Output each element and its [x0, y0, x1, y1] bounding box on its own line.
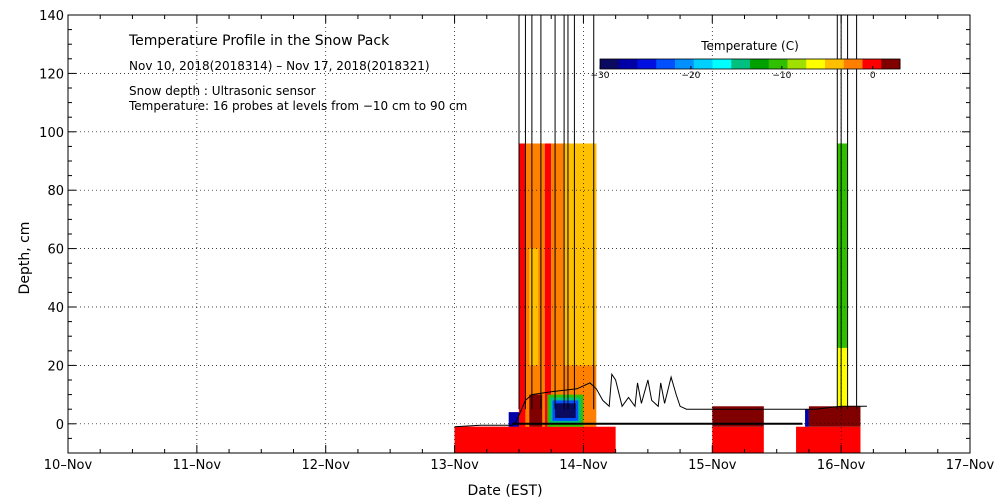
- temperature-block: [544, 143, 552, 427]
- colorbar-swatch: [712, 59, 732, 69]
- colorbar-swatch: [600, 59, 620, 69]
- colorbar-tick-label: −30: [591, 71, 610, 81]
- colorbar-swatch: [881, 59, 901, 69]
- y-tick-label: 20: [47, 359, 64, 374]
- colorbar-swatch: [731, 59, 751, 69]
- chart-title: Temperature Profile in the Snow Pack: [128, 33, 390, 49]
- heatmap-blocks: [454, 143, 861, 453]
- y-tick-label: 140: [39, 9, 64, 24]
- colorbar-swatch: [843, 59, 863, 69]
- x-tick-label: 13–Nov: [430, 458, 479, 473]
- snow-depth-line: [454, 372, 867, 428]
- colorbar-swatch: [656, 59, 676, 69]
- y-tick-label: 0: [56, 418, 64, 433]
- y-tick-label: 100: [39, 126, 64, 141]
- grid-lines: [68, 15, 970, 453]
- colorbar: −30 −20 −10 0: [591, 58, 901, 81]
- note-snow-depth: Snow depth : Ultrasonic sensor: [129, 84, 316, 98]
- y-tick-label: 120: [39, 67, 64, 82]
- colorbar-swatch: [768, 59, 788, 69]
- temperature-block: [808, 406, 861, 427]
- temperature-block: [508, 412, 519, 427]
- colorbar-swatch: [637, 59, 657, 69]
- temperature-block: [805, 409, 809, 427]
- temperature-block: [529, 394, 543, 427]
- colorbar-swatch: [825, 59, 845, 69]
- colorbar-swatch: [787, 59, 807, 69]
- colorbar-swatch: [806, 59, 826, 69]
- temperature-block: [796, 426, 861, 453]
- colorbar-swatch: [862, 59, 882, 69]
- x-tick-label: 15–Nov: [688, 458, 737, 473]
- colorbar-swatch: [750, 59, 770, 69]
- sensor-spike-lines: [518, 15, 858, 410]
- colorbar-swatch: [618, 59, 638, 69]
- colorbar-tick-label: 0: [870, 71, 876, 81]
- x-axis-label: Date (EST): [467, 483, 542, 499]
- temperature-block: [712, 406, 764, 427]
- x-tick-label: 11–Nov: [173, 458, 222, 473]
- temperature-block: [454, 426, 513, 430]
- y-tick-label: 40: [47, 301, 64, 316]
- colorbar-swatch: [675, 59, 695, 69]
- y-axis-label: Depth, cm: [17, 222, 33, 295]
- x-tick-label: 17–Nov: [946, 458, 995, 473]
- temperature-block: [512, 426, 616, 453]
- colorbar-frame: [599, 58, 901, 70]
- x-tick-label: 10–Nov: [44, 458, 93, 473]
- y-tick-label: 80: [47, 184, 64, 199]
- temperature-block: [564, 143, 597, 366]
- note-temperature: Temperature: 16 probes at levels from −1…: [128, 99, 467, 113]
- x-tick-label: 12–Nov: [302, 458, 351, 473]
- snow-depth-series: [454, 372, 867, 428]
- temperature-block: [712, 426, 764, 453]
- x-tick-label: 16–Nov: [817, 458, 866, 473]
- colorbar-label: Temperature (C): [700, 39, 799, 53]
- colorbar-tick-label: −20: [681, 71, 700, 81]
- axes: 10–Nov 11–Nov 12–Nov 13–Nov 14–Nov 15–Nov 16–N…: [39, 9, 994, 473]
- temperature-block: [837, 347, 848, 407]
- chart-subtitle: Nov 10, 2018(2018314) – Nov 17, 2018(201…: [129, 59, 430, 73]
- colorbar-tick-label: −10: [772, 71, 791, 81]
- temperature-block: [529, 248, 539, 366]
- x-tick-label: 14–Nov: [559, 458, 608, 473]
- temperature-block: [555, 403, 576, 418]
- colorbar-swatch: [693, 59, 713, 69]
- temperature-block: [837, 143, 848, 407]
- temperature-block: [519, 143, 526, 427]
- y-tick-label: 60: [47, 243, 64, 258]
